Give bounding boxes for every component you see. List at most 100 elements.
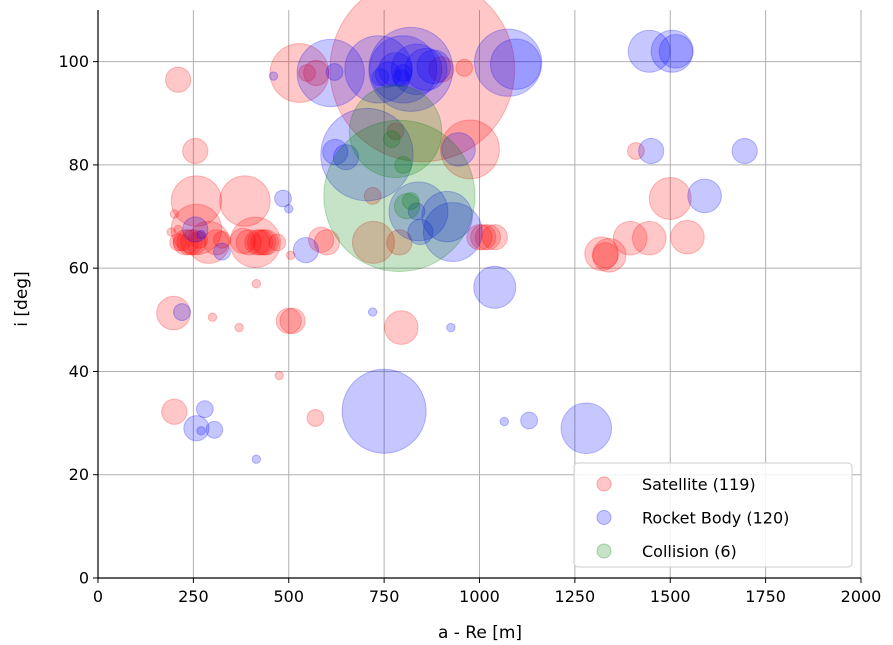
data-point-0 bbox=[268, 233, 287, 252]
data-point-1 bbox=[196, 229, 206, 240]
data-point-1 bbox=[369, 35, 438, 104]
data-point-1 bbox=[627, 29, 671, 73]
data-point-1 bbox=[183, 415, 210, 442]
data-point-1 bbox=[687, 178, 722, 214]
data-point-1 bbox=[499, 416, 509, 427]
data-point-1 bbox=[320, 107, 414, 202]
data-point-1 bbox=[325, 63, 344, 81]
data-point-2 bbox=[382, 130, 401, 148]
data-point-1 bbox=[392, 69, 411, 88]
data-point-1 bbox=[195, 400, 214, 419]
data-point-0 bbox=[229, 216, 281, 269]
x-tick-label: 1500 bbox=[650, 587, 691, 606]
data-point-0 bbox=[363, 186, 382, 205]
x-tick-label: 750 bbox=[369, 587, 400, 606]
data-point-0 bbox=[173, 224, 183, 235]
data-point-0 bbox=[247, 229, 274, 256]
data-point-1 bbox=[182, 216, 209, 243]
data-point-0 bbox=[470, 224, 497, 251]
data-point-0 bbox=[234, 322, 244, 333]
data-point-0 bbox=[584, 236, 619, 272]
data-point-0 bbox=[386, 122, 405, 141]
data-point-2 bbox=[401, 192, 420, 210]
x-tick-label: 2000 bbox=[841, 587, 882, 606]
data-point-1 bbox=[341, 368, 427, 454]
data-point-1 bbox=[367, 307, 378, 317]
data-points bbox=[156, 0, 758, 464]
data-point-1 bbox=[474, 28, 543, 97]
data-point-1 bbox=[292, 237, 320, 264]
data-point-1 bbox=[296, 38, 365, 108]
data-point-1 bbox=[388, 181, 449, 242]
legend-label: Satellite (119) bbox=[642, 475, 756, 494]
data-point-0 bbox=[298, 64, 316, 82]
data-point-0 bbox=[235, 229, 262, 256]
data-point-1 bbox=[374, 61, 402, 88]
data-point-1 bbox=[473, 265, 517, 309]
data-point-1 bbox=[446, 322, 456, 333]
data-point-0 bbox=[182, 137, 209, 165]
y-tick-label: 80 bbox=[69, 155, 89, 174]
data-point-2 bbox=[394, 156, 413, 174]
data-point-2 bbox=[393, 193, 421, 220]
y-tick-label: 100 bbox=[58, 52, 89, 71]
tick-labels: 0 250 500 750 1000 1250 1500 1750 2000 0 20 40 60 80 1… bbox=[58, 52, 881, 606]
data-point-0 bbox=[313, 229, 340, 256]
data-point-1 bbox=[638, 137, 665, 165]
data-point-0 bbox=[251, 278, 262, 289]
data-point-0 bbox=[166, 227, 176, 237]
data-point-1 bbox=[731, 137, 758, 165]
data-point-1 bbox=[404, 47, 448, 91]
data-point-0 bbox=[173, 233, 191, 252]
data-point-0 bbox=[176, 229, 203, 256]
data-point-0 bbox=[474, 224, 501, 251]
data-point-0 bbox=[591, 237, 627, 273]
data-point-0 bbox=[386, 229, 413, 256]
data-point-0 bbox=[169, 209, 180, 219]
data-point-1 bbox=[368, 26, 454, 112]
data-point-0 bbox=[428, 56, 455, 83]
legend: Satellite (119) Rocket Body (120) Collisio… bbox=[573, 462, 853, 568]
data-point-1 bbox=[441, 132, 476, 167]
data-point-0 bbox=[306, 409, 325, 427]
data-point-0 bbox=[219, 175, 271, 227]
data-point-0 bbox=[631, 220, 667, 256]
data-point-1 bbox=[416, 49, 452, 85]
data-point-1 bbox=[394, 64, 413, 82]
data-point-0 bbox=[279, 307, 306, 334]
data-point-0 bbox=[285, 250, 296, 260]
data-point-0 bbox=[170, 175, 223, 227]
data-point-0 bbox=[156, 295, 191, 331]
data-point-0 bbox=[172, 229, 199, 256]
data-point-0 bbox=[207, 312, 218, 322]
y-tick-label: 0 bbox=[79, 569, 89, 588]
data-point-0 bbox=[383, 310, 419, 345]
legend-label: Collision (6) bbox=[642, 542, 737, 561]
y-tick-label: 60 bbox=[69, 259, 89, 278]
data-point-0 bbox=[308, 226, 335, 253]
data-point-1 bbox=[284, 204, 294, 214]
data-point-1 bbox=[407, 218, 434, 246]
x-tick-label: 500 bbox=[273, 587, 304, 606]
data-point-0 bbox=[250, 229, 277, 256]
data-point-0 bbox=[455, 58, 474, 77]
data-point-1 bbox=[173, 303, 191, 321]
legend-marker bbox=[596, 543, 612, 559]
data-point-0 bbox=[275, 307, 302, 334]
data-point-1 bbox=[274, 189, 292, 208]
data-point-0 bbox=[612, 220, 648, 256]
data-point-1 bbox=[378, 52, 413, 87]
data-point-1 bbox=[322, 138, 349, 166]
legend-label: Rocket Body (120) bbox=[642, 509, 789, 528]
x-tick-label: 0 bbox=[93, 587, 103, 606]
data-point-0 bbox=[165, 66, 192, 93]
y-tick-label: 40 bbox=[69, 362, 89, 381]
data-point-0 bbox=[440, 119, 500, 180]
data-point-0 bbox=[303, 59, 330, 87]
data-point-0 bbox=[648, 176, 692, 220]
x-tick-label: 250 bbox=[178, 587, 209, 606]
data-point-0 bbox=[252, 229, 279, 256]
data-point-1 bbox=[213, 242, 231, 261]
y-axis-label: i [deg] bbox=[12, 271, 32, 326]
